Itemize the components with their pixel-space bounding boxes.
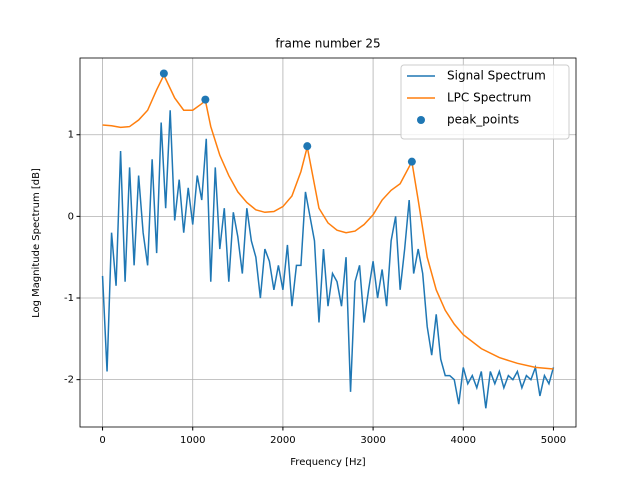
- y-tick-label: 0: [68, 211, 74, 222]
- x-tick-label: 4000: [451, 435, 476, 446]
- x-tick-label: 1000: [180, 435, 205, 446]
- y-tick-label: -1: [64, 293, 74, 304]
- legend-label: LPC Spectrum: [447, 91, 531, 105]
- peak-point: [407, 157, 416, 166]
- peak-point: [159, 69, 168, 78]
- x-axis-label: Frequency [Hz]: [290, 457, 366, 468]
- x-tick-label: 0: [99, 435, 105, 446]
- peak-point: [201, 95, 210, 104]
- x-tick-label: 2000: [270, 435, 295, 446]
- x-tick-label: 5000: [541, 435, 566, 446]
- axes-frame: [79, 57, 577, 428]
- x-tick-label: 3000: [360, 435, 385, 446]
- legend-marker: [417, 116, 425, 124]
- chart-title: frame number 25: [275, 37, 380, 51]
- legend-label: peak_points: [447, 113, 519, 127]
- legend-box: [400, 64, 570, 140]
- series-line: [101, 110, 555, 409]
- legend-label: Signal Spectrum: [447, 69, 546, 83]
- y-tick-label: 1: [68, 130, 74, 141]
- y-tick-label: -2: [64, 375, 74, 386]
- series-line: [102, 73, 554, 370]
- peak-point: [303, 142, 312, 151]
- y-axis-label: Log Magnitude Spectrum [dB]: [31, 168, 42, 318]
